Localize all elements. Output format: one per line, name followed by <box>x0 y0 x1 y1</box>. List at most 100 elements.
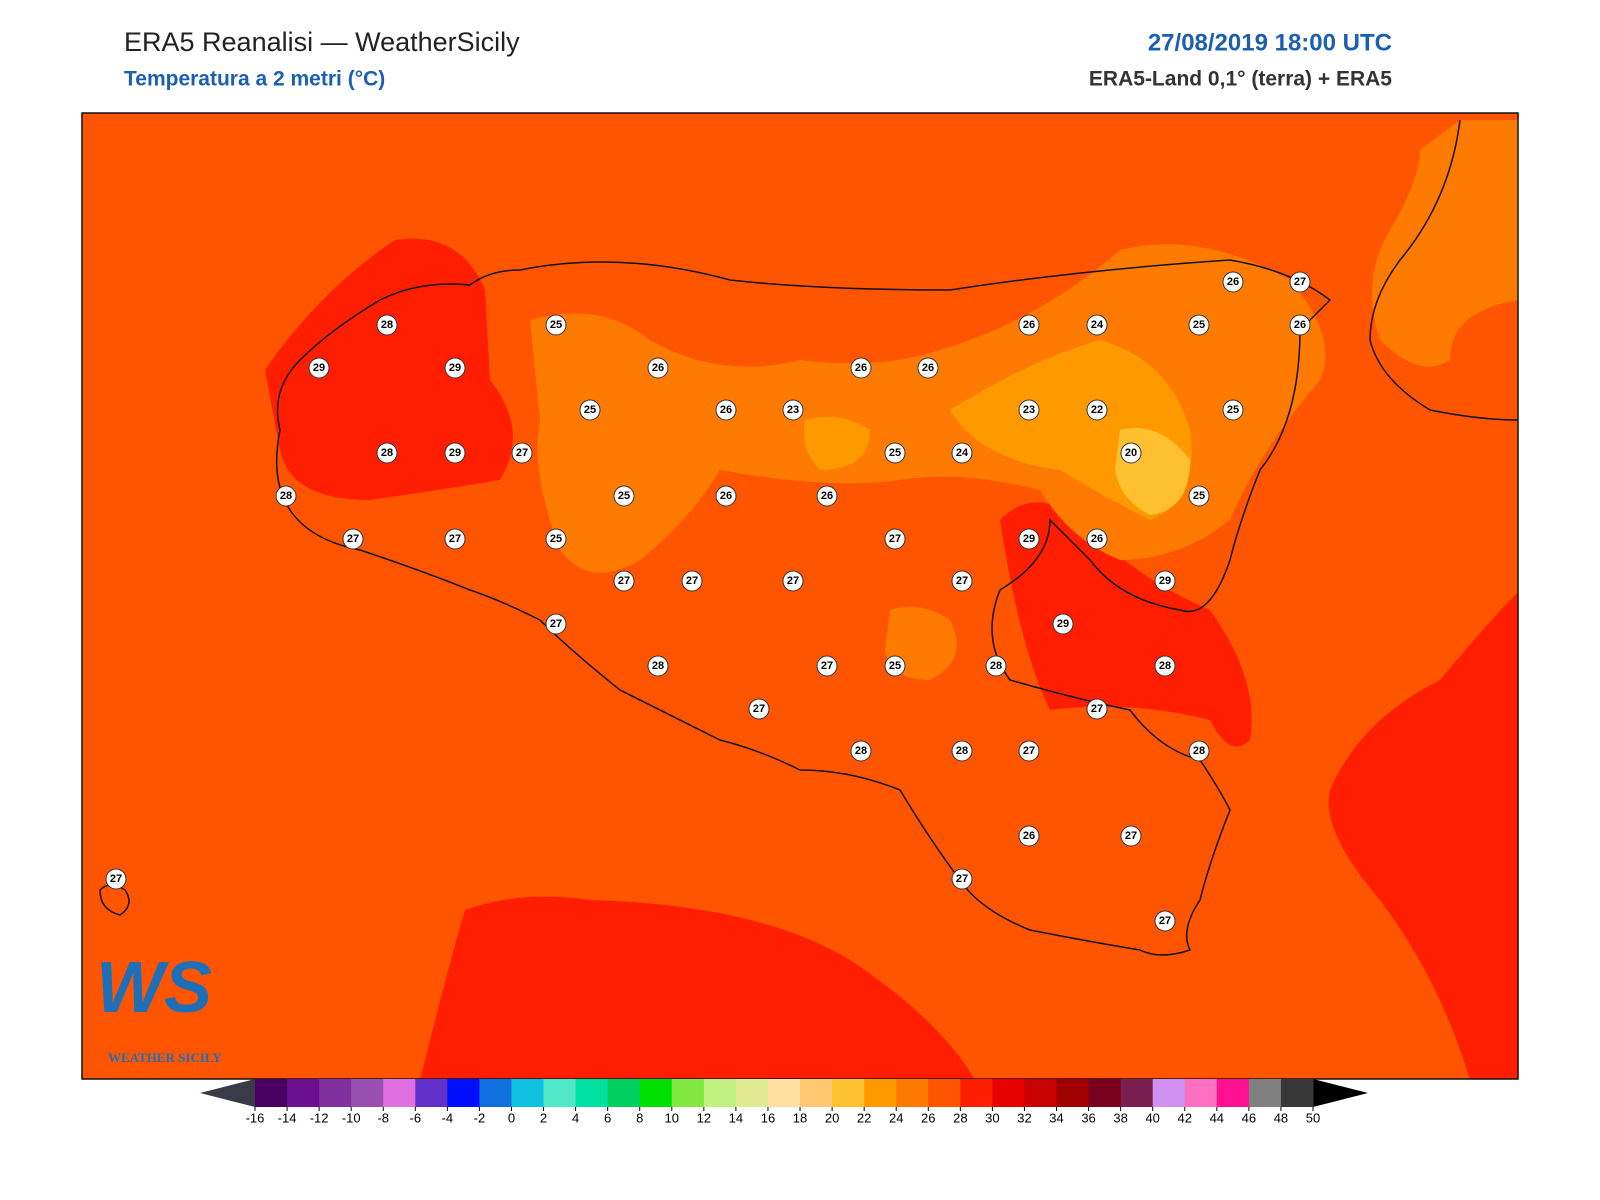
colorbar: -16 -14 -12 -10 -8 -6 -4 -2 0 2 4 6 8 10 12 14 16 18 20 22 2… <box>200 1079 1368 1125</box>
station-marker <box>444 357 466 379</box>
station-value: 26 <box>1023 319 1035 331</box>
colorbar-tick-label: -10 <box>342 1110 361 1125</box>
colorbar-tick-label: 38 <box>1113 1110 1127 1125</box>
colorbar-tick-label: -2 <box>474 1110 486 1125</box>
station-value: 26 <box>1294 319 1306 331</box>
colorbar-tick-label: 50 <box>1306 1110 1320 1125</box>
station-marker <box>1188 740 1210 762</box>
station-marker <box>275 485 297 507</box>
station-value: 28 <box>990 660 1002 672</box>
station-marker <box>1289 271 1311 293</box>
station-marker <box>444 442 466 464</box>
station-marker <box>647 655 669 677</box>
colorbar-segment <box>1248 1079 1282 1107</box>
station-marker <box>1120 442 1142 464</box>
colorbar-segment <box>1152 1079 1186 1107</box>
station-marker <box>951 740 973 762</box>
station-value: 23 <box>787 404 799 416</box>
colorbar-tick-label: 42 <box>1178 1110 1192 1125</box>
station-marker <box>816 485 838 507</box>
station-value: 26 <box>922 362 934 374</box>
temperature-field <box>82 113 1518 1079</box>
station-marker <box>1018 825 1040 847</box>
colorbar-tick-label: 40 <box>1145 1110 1159 1125</box>
station-value: 26 <box>720 404 732 416</box>
colorbar-tick-label: -4 <box>442 1110 454 1125</box>
station-value: 25 <box>550 533 562 545</box>
colorbar-tick-label: 16 <box>761 1110 775 1125</box>
colorbar-segment <box>1216 1079 1250 1107</box>
source: ERA5-Land 0,1° (terra) + ERA5 <box>1089 68 1392 91</box>
station-marker <box>1222 399 1244 421</box>
colorbar-tick-label: 10 <box>665 1110 679 1125</box>
station-marker <box>782 399 804 421</box>
station-marker <box>850 740 872 762</box>
colorbar-tick-label: 36 <box>1081 1110 1095 1125</box>
station-value: 27 <box>516 447 528 459</box>
station-value: 26 <box>652 362 664 374</box>
station-marker <box>444 528 466 550</box>
colorbar-segment <box>607 1079 641 1107</box>
station-marker <box>105 868 127 890</box>
station-marker <box>985 655 1007 677</box>
station-marker <box>748 698 770 720</box>
colorbar-segment <box>383 1079 416 1107</box>
colorbar-tick-label: 28 <box>953 1110 967 1125</box>
station-marker <box>1154 655 1176 677</box>
colorbar-tick-label: 46 <box>1242 1110 1256 1125</box>
station-marker <box>850 357 872 379</box>
station-value: 27 <box>1091 703 1103 715</box>
colorbar-segment <box>1088 1079 1122 1107</box>
colorbar-segment <box>992 1079 1025 1107</box>
colorbar-tick-label: 20 <box>825 1110 839 1125</box>
station-value: 26 <box>1023 830 1035 842</box>
station-marker <box>511 442 533 464</box>
station-marker <box>613 485 635 507</box>
station-value: 25 <box>889 660 901 672</box>
colorbar-segment <box>479 1079 512 1107</box>
station-value: 27 <box>1294 276 1306 288</box>
colorbar-segment <box>1184 1079 1218 1107</box>
station-value: 27 <box>889 533 901 545</box>
station-value: 22 <box>1091 404 1103 416</box>
station-value: 25 <box>550 319 562 331</box>
colorbar-segment <box>800 1079 833 1107</box>
station-marker <box>342 528 364 550</box>
station-marker <box>951 570 973 592</box>
station-value: 28 <box>280 490 292 502</box>
station-value: 29 <box>449 447 461 459</box>
station-value: 24 <box>956 447 969 459</box>
station-value: 27 <box>449 533 461 545</box>
station-marker <box>376 442 398 464</box>
colorbar-segment <box>351 1079 384 1107</box>
station-marker <box>647 357 669 379</box>
station-value: 27 <box>1125 830 1137 842</box>
station-marker <box>545 314 567 336</box>
colorbar-tick-label: 26 <box>921 1110 935 1125</box>
station-marker <box>1188 314 1210 336</box>
colorbar-segment <box>415 1079 448 1107</box>
station-marker <box>1154 910 1176 932</box>
station-marker <box>1289 314 1311 336</box>
station-value: 28 <box>381 447 393 459</box>
subtitle: Temperatura a 2 metri (°C) <box>124 68 385 91</box>
colorbar-segment <box>511 1079 545 1107</box>
station-marker <box>1086 314 1108 336</box>
station-marker <box>1086 528 1108 550</box>
colorbar-tick-label: 18 <box>793 1110 807 1125</box>
station-value: 28 <box>855 745 867 757</box>
station-value: 29 <box>313 362 325 374</box>
station-value: 25 <box>618 490 630 502</box>
colorbar-tick-label: 48 <box>1274 1110 1288 1125</box>
colorbar-segment <box>543 1079 577 1107</box>
logo: WS WEATHER SICILY <box>96 948 222 1065</box>
station-value: 28 <box>956 745 968 757</box>
colorbar-segment <box>287 1079 320 1107</box>
colorbar-segment <box>1056 1079 1090 1107</box>
station-value: 26 <box>1091 533 1103 545</box>
station-marker <box>1018 740 1040 762</box>
station-marker <box>1120 825 1142 847</box>
station-marker <box>715 485 737 507</box>
station-value: 28 <box>652 660 664 672</box>
station-value: 28 <box>1193 745 1205 757</box>
